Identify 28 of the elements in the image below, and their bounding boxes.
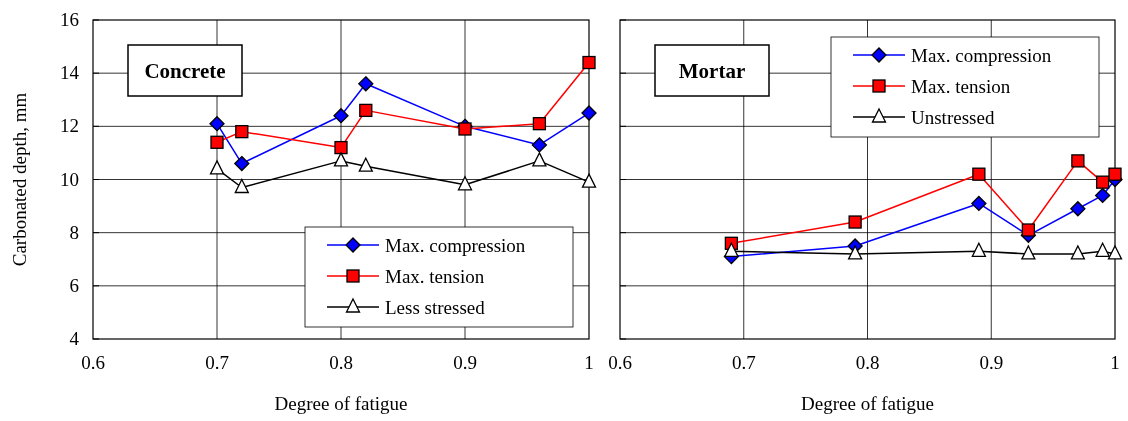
y-axis-title: Carbonated depth, mm [9, 92, 30, 267]
y-tick-label: 4 [69, 328, 80, 349]
y-tick-label: 12 [60, 115, 79, 137]
x-tick-label: 0.8 [329, 352, 353, 373]
x-tick-label: 0.9 [979, 352, 1004, 373]
x-tick-label: 0.8 [855, 352, 880, 373]
legend-label: Max. tension [385, 266, 485, 287]
text: Concrete [144, 59, 226, 83]
y-tick-label: 16 [60, 9, 79, 30]
legend-label: Max. tension [911, 76, 1011, 97]
y-tick-label: 6 [69, 274, 79, 296]
x-axis-title: Degree of fatigue [274, 393, 408, 414]
x-tick-label: 0.7 [731, 352, 756, 373]
x-tick-label: 0.6 [608, 352, 632, 373]
legend-label: Max. compression [911, 45, 1052, 66]
x-tick-label: 0.9 [453, 352, 477, 373]
y-tick-label: 10 [60, 168, 79, 190]
text: Mortar [678, 59, 746, 83]
x-tick-label: 1 [584, 352, 594, 373]
x-tick-label: 0.6 [81, 352, 105, 373]
x-axis-title: Degree of fatigue [801, 393, 934, 414]
x-tick-label: 1 [1110, 352, 1120, 373]
legend-label: Unstressed [911, 107, 995, 128]
y-tick-label: 8 [69, 221, 79, 243]
x-tick-label: 0.7 [205, 352, 229, 373]
y-tick-label: 14 [60, 62, 80, 84]
legend-label: Less stressed [385, 297, 486, 318]
legend-label: Max. compression [385, 235, 526, 256]
